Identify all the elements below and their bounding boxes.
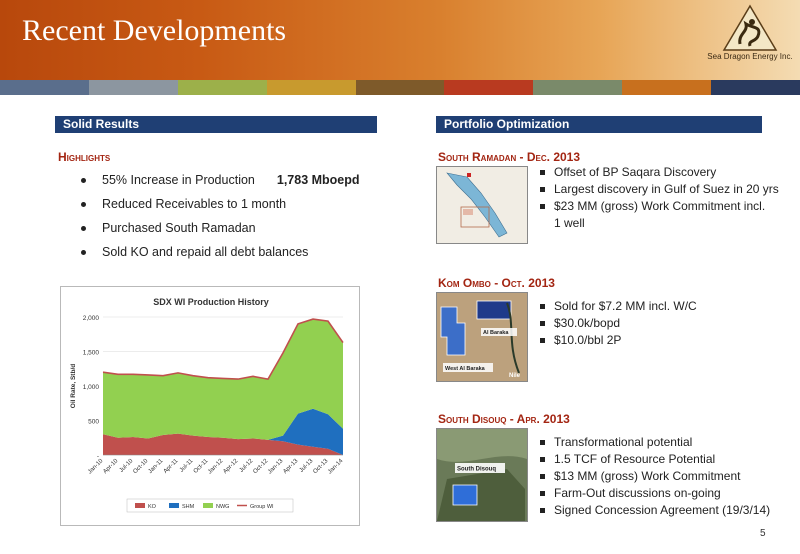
sea-dragon-logo-icon: [722, 4, 778, 51]
kom-ombo-heading: Kom Ombo - Oct. 2013: [438, 276, 555, 290]
section-portfolio-optimization: Portfolio Optimization: [436, 116, 762, 133]
south-disouq-label: South Disouq: [457, 467, 496, 473]
x-tick-label: Apr-13: [282, 458, 299, 475]
line-group-wi: [102, 318, 344, 380]
bullet-item: $23 MM (gross) Work Commitment incl.: [540, 198, 779, 215]
x-tick-label: Jan-10: [87, 458, 105, 476]
legend-label: NWG: [216, 504, 229, 510]
section-solid-results: Solid Results: [55, 116, 377, 133]
bullet-item: 1 well: [554, 216, 585, 230]
south-ramadan-bullets: Offset of BP Saqara Discovery Largest di…: [540, 164, 779, 232]
page-number: 5: [760, 528, 766, 539]
x-tick-label: Apr-11: [163, 458, 180, 475]
south-disouq-bullets: Transformational potential 1.5 TCF of Re…: [540, 434, 770, 519]
legend-label: KO: [148, 504, 157, 510]
bullet-item: Transformational potential: [540, 434, 770, 451]
bullet-item: Sold for $7.2 MM incl. W/C: [540, 298, 697, 315]
bullet-item: $30.0k/bopd: [540, 315, 697, 332]
bullet-item: Signed Concession Agreement (19/3/14): [540, 502, 770, 519]
y-tick-label: 500: [88, 419, 99, 426]
x-tick-label: Jan-11: [148, 458, 165, 475]
south-ramadan-heading: South Ramadan - Dec. 2013: [438, 150, 581, 164]
color-stripe: [622, 80, 713, 95]
area-shm: [103, 408, 343, 455]
color-stripe: [711, 80, 800, 95]
production-chart-svg: SDX WI Production History - 500 1,000 1,500 2…: [70, 297, 345, 513]
al-baraka-label: Al Baraka: [483, 330, 509, 336]
bullet-item: Offset of BP Saqara Discovery: [540, 164, 779, 181]
bullet-item: $13 MM (gross) Work Commitment: [540, 468, 770, 485]
bullet-item: Largest discovery in Gulf of Suez in 20 …: [540, 181, 779, 198]
bullet-item: Farm-Out discussions on-going: [540, 485, 770, 502]
highlight-item: 55% Increase in Production 1,783 Mboepd: [78, 168, 360, 192]
y-tick-label: 1,500: [83, 350, 100, 357]
x-tick-label: Apr-10: [102, 458, 119, 475]
legend-swatch: [169, 503, 179, 508]
bullet-item: 1.5 TCF of Resource Potential: [540, 451, 770, 468]
page-title: Recent Developments: [22, 14, 287, 47]
area-ko: [103, 433, 343, 455]
legend-label: Group WI: [250, 504, 274, 510]
kom-ombo-bullets: Sold for $7.2 MM incl. W/C $30.0k/bopd $…: [540, 298, 697, 349]
color-stripe: [533, 80, 624, 95]
south-disouq-map: South Disouq: [436, 428, 528, 522]
highlights-heading: Highlights: [58, 150, 111, 164]
highlight-item: Reduced Receivables to 1 month: [78, 192, 360, 216]
legend-swatch: [135, 503, 145, 508]
legend-label: SHM: [182, 504, 195, 510]
west-al-baraka-label: West Al Baraka: [445, 366, 486, 372]
highlights-list: 55% Increase in Production 1,783 Mboepd R…: [78, 168, 360, 264]
south-ramadan-map: [436, 166, 528, 244]
color-stripe: [444, 80, 535, 95]
bullet-item: $10.0/bbl 2P: [540, 332, 697, 349]
company-name: Sea Dragon Energy Inc.: [707, 52, 793, 61]
area-nwg: [103, 319, 343, 440]
production-chart: SDX WI Production History - 500 1,000 1,500 2…: [60, 286, 360, 526]
color-stripe: [266, 80, 357, 95]
header-banner: Recent Developments Sea Dragon Energy In…: [0, 0, 800, 80]
x-tick-label: Jan-13: [267, 458, 285, 476]
x-tick-label: Apr-12: [222, 458, 239, 475]
color-stripe: [355, 80, 446, 95]
y-tick-label: 1,000: [83, 384, 100, 391]
south-disouq-heading: South Disouq - Apr. 2013: [438, 412, 570, 426]
kom-ombo-map: Al Baraka West Al Baraka Nile: [436, 292, 528, 382]
highlight-item: Purchased South Ramadan: [78, 216, 360, 240]
x-tick-label: Jan-14: [327, 458, 345, 476]
y-tick-label: 2,000: [83, 315, 100, 322]
legend-swatch: [203, 503, 213, 508]
x-tick-label: Oct-10: [132, 458, 149, 475]
y-tick-label: -: [97, 453, 99, 460]
highlight-item: Sold KO and repaid all debt balances: [78, 240, 360, 264]
nile-label: Nile: [509, 373, 521, 379]
x-tick-label: Jan-12: [207, 458, 225, 476]
color-stripe: [0, 80, 90, 95]
color-stripe: [88, 80, 179, 95]
production-value: 1,783 Mboepd: [276, 173, 360, 187]
chart-title: SDX WI Production History: [153, 297, 269, 307]
y-axis-label: Oil Rate, Stb/d: [70, 364, 77, 408]
color-stripe: [177, 80, 268, 95]
